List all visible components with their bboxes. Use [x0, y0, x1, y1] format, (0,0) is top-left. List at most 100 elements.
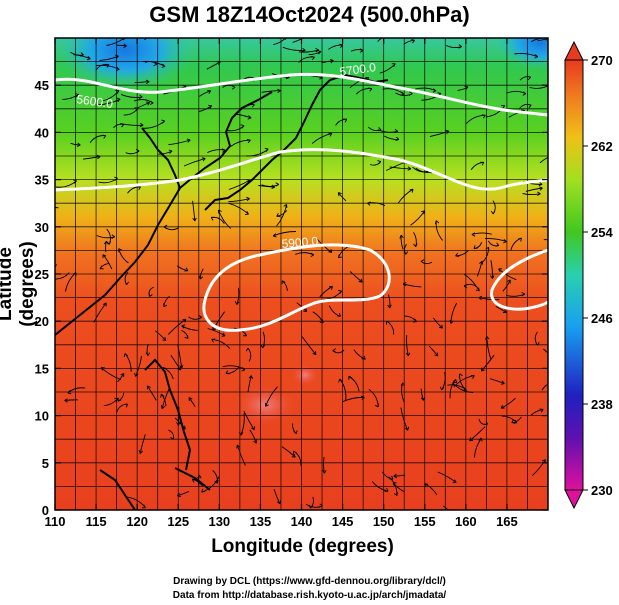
streamline — [547, 43, 548, 46]
y-tick-label: 5 — [42, 456, 49, 471]
y-tick-label: 10 — [35, 409, 49, 424]
streamline-arrowhead — [265, 402, 269, 407]
streamline-arrowhead — [500, 404, 505, 409]
contour-label-5900: 5900.0 — [281, 234, 319, 251]
coastlines — [55, 73, 389, 510]
streamline — [243, 411, 255, 431]
streamline — [207, 328, 226, 337]
streamline-arrowhead — [399, 234, 404, 239]
streamline-arrowhead — [407, 166, 412, 171]
streamline — [147, 385, 157, 401]
streamline-arrowhead — [393, 473, 397, 479]
streamline-arrowhead — [328, 248, 333, 253]
streamline-arrowhead — [368, 87, 373, 92]
streamline-arrowhead — [102, 134, 107, 139]
streamline-arrowhead — [207, 90, 212, 95]
streamline-arrowhead — [502, 309, 507, 314]
streamline-arrowhead — [181, 324, 186, 329]
streamline-arrowhead — [138, 94, 143, 99]
x-tick-label: 125 — [167, 514, 189, 529]
streamline-arrowhead — [400, 91, 405, 96]
streamline-arrowhead — [145, 352, 151, 356]
streamline-arrowhead — [240, 124, 245, 129]
streamline — [261, 90, 281, 93]
streamline-arrowhead — [102, 254, 107, 259]
streamline-arrowhead — [149, 100, 154, 105]
streamline-arrowhead — [348, 375, 353, 380]
streamline — [469, 426, 486, 442]
x-tick-label: 135 — [250, 514, 272, 529]
x-axis-label: Longitude (degrees) — [211, 536, 394, 557]
contour-lines — [55, 72, 548, 332]
colorbar-ticks: 270 262 254 246 238 230 — [583, 53, 613, 498]
streamline-arrowhead — [76, 142, 81, 147]
streamline-arrowhead — [328, 285, 333, 290]
streamline-arrowhead — [413, 243, 418, 247]
streamline-arrowhead — [188, 397, 193, 402]
streamline-arrowhead — [163, 303, 168, 308]
streamline — [120, 93, 143, 98]
streamline-arrowhead — [521, 292, 526, 297]
streamline — [273, 231, 297, 237]
data-source-credit: Data from http://database.rish.kyoto-u.a… — [172, 590, 447, 601]
streamline-arrowhead — [471, 232, 476, 237]
streamline-arrowhead — [137, 186, 141, 191]
streamline-arrowhead — [434, 352, 439, 357]
streamline-arrowhead — [537, 191, 541, 196]
streamline-arrowhead — [338, 378, 343, 383]
colorbar-min-arrow — [564, 489, 584, 510]
streamline — [136, 102, 150, 109]
streamline — [397, 188, 414, 204]
streamline-arrowhead — [160, 393, 165, 398]
streamline-arrowhead — [291, 453, 296, 458]
streamline — [406, 335, 409, 357]
streamline — [282, 46, 306, 51]
streamline — [82, 156, 101, 160]
streamline-arrowhead — [527, 75, 532, 81]
streamline — [168, 139, 191, 146]
colorbar-tick-label: 246 — [591, 311, 613, 326]
streamline-arrowhead — [458, 44, 463, 49]
streamline-arrowhead — [111, 234, 116, 239]
axis-ticks: 110 115 120 125 130 135 140 145 150 155 160 165 0 5 10… — [35, 38, 548, 529]
x-tick-label: 130 — [208, 514, 230, 529]
streamline — [485, 238, 507, 243]
streamline-arrowhead — [405, 352, 411, 357]
streamline — [450, 302, 458, 324]
streamline-arrowhead — [272, 233, 277, 238]
streamline-arrowhead — [404, 426, 410, 431]
streamline-arrowhead — [212, 326, 217, 331]
streamline — [421, 93, 442, 101]
streamline — [240, 412, 245, 436]
streamline-arrowhead — [208, 104, 213, 109]
streamline-arrowhead — [308, 504, 314, 509]
streamline-arrowhead — [359, 48, 364, 53]
streamline-arrowhead — [139, 122, 144, 128]
streamline-arrowhead — [123, 43, 127, 48]
streamline-arrowhead — [439, 386, 445, 391]
streamline — [134, 81, 150, 84]
streamline-arrowhead — [470, 375, 475, 379]
temperature-field: 5700.0 5900.0 5600.0 — [55, 32, 555, 510]
streamline-arrowhead — [301, 47, 306, 53]
x-tick-label: 115 — [86, 514, 107, 529]
streamline-arrowhead — [281, 280, 286, 285]
streamline-arrowhead — [549, 83, 552, 87]
streamline — [377, 38, 383, 42]
streamline-arrowhead — [201, 157, 206, 162]
streamline-arrowhead — [148, 293, 153, 297]
streamline — [424, 483, 438, 496]
streamline — [135, 356, 142, 377]
streamline-arrowhead — [377, 127, 382, 132]
streamline-arrowhead — [244, 210, 249, 215]
streamline — [236, 287, 240, 305]
streamline-arrowhead — [117, 397, 122, 402]
streamline — [301, 336, 317, 355]
streamline-arrowhead — [551, 32, 555, 35]
colorbar-tick-label: 270 — [591, 53, 613, 68]
y-tick-label: 15 — [35, 361, 49, 376]
streamline — [442, 505, 450, 510]
streamline — [73, 54, 91, 60]
streamline-arrowhead — [275, 182, 280, 187]
streamline — [323, 456, 325, 474]
